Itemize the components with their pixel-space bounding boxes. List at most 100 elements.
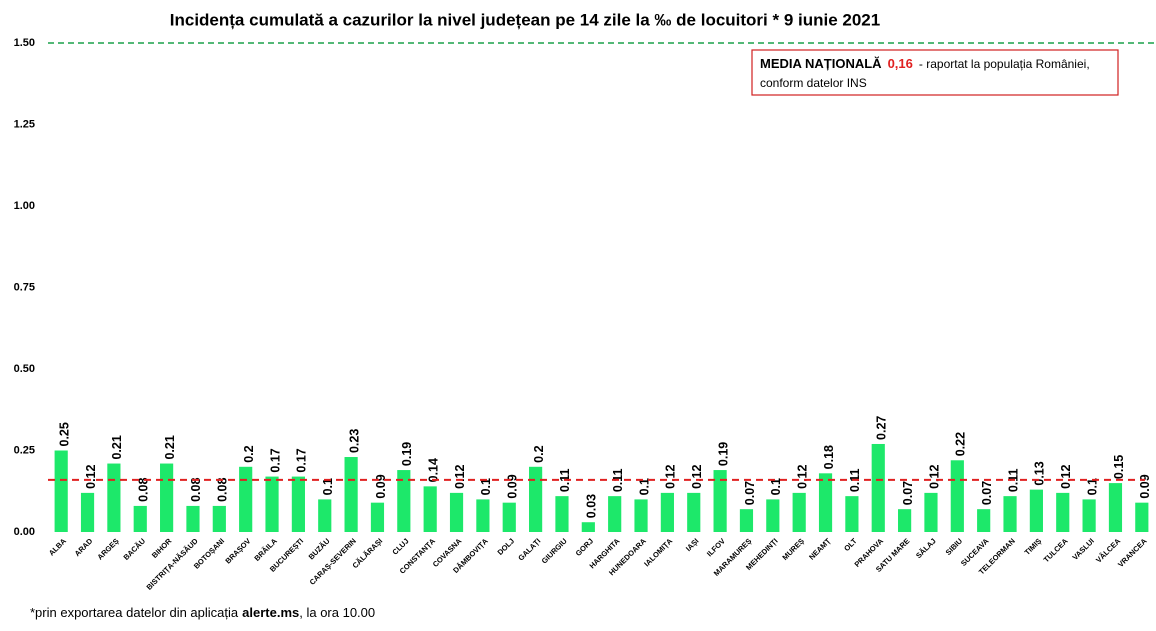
data-label: 0.21	[163, 435, 177, 459]
x-tick-label: DOLJ	[496, 536, 517, 557]
annotation-box	[751, 49, 1119, 96]
x-tick-label: TIMIȘ	[1023, 536, 1044, 557]
data-label: 0.15	[1112, 455, 1126, 479]
x-tick-label: VRANCEA	[1116, 536, 1149, 569]
data-label: 0.23	[347, 429, 361, 453]
bar	[687, 492, 701, 532]
x-tick-label: CARAȘ-SEVERIN	[308, 536, 358, 586]
bar	[133, 505, 147, 532]
data-label: 0.07	[743, 481, 757, 505]
bar	[1029, 489, 1043, 532]
data-label: 0.08	[189, 478, 203, 502]
bar	[818, 473, 833, 532]
bar	[766, 499, 780, 532]
data-label: 0.12	[690, 465, 704, 489]
y-tick-label: 0.00	[14, 526, 35, 538]
bar	[502, 502, 516, 532]
data-label: 0.12	[84, 465, 98, 489]
x-tick-label: SĂLAJ	[914, 536, 938, 560]
x-tick-label: IALOMIȚA	[642, 536, 674, 568]
bar	[186, 505, 200, 532]
bar	[318, 499, 332, 532]
x-tick-label: TULCEA	[1042, 536, 1070, 564]
bar	[660, 492, 674, 532]
x-tick-label: IAȘI	[684, 536, 701, 553]
bar	[476, 499, 490, 532]
bar	[239, 466, 253, 532]
bar	[344, 457, 358, 532]
data-label: 0.1	[637, 478, 651, 495]
bar	[107, 463, 121, 532]
bar	[581, 522, 595, 532]
x-tick-label: ARAD	[73, 536, 95, 558]
data-label: 0.1	[769, 478, 783, 495]
annotation-heading: MEDIA NAȚIONALĂ	[760, 56, 882, 71]
data-label: 0.21	[110, 435, 124, 459]
bar	[1082, 499, 1096, 532]
bar	[608, 496, 622, 532]
data-label: 0.2	[242, 445, 256, 462]
footnote-text: *prin exportarea datelor din aplicația	[30, 605, 239, 620]
data-label: 0.27	[875, 416, 889, 440]
bar	[370, 502, 385, 532]
bar	[397, 470, 411, 532]
bar	[1003, 496, 1017, 532]
y-tick-label: 0.25	[14, 444, 35, 456]
data-label: 0.18	[822, 445, 836, 469]
x-tick-label: GORJ	[574, 536, 595, 557]
y-tick-label: 0.50	[14, 363, 35, 375]
x-tick-label: ARGEȘ	[95, 536, 120, 561]
data-label: 0.03	[585, 494, 599, 518]
data-label: 0.2	[532, 445, 546, 462]
bar	[739, 509, 754, 532]
bar	[555, 496, 569, 532]
x-tick-label: MUREȘ	[780, 536, 806, 562]
data-label: 0.17	[295, 448, 309, 472]
bar	[924, 492, 938, 532]
x-tick-label: GIURGIU	[540, 536, 569, 565]
data-label: 0.19	[716, 442, 730, 466]
x-tick-label: NEAMȚ	[807, 536, 833, 562]
annotation-text: conform datelor INS	[760, 76, 867, 90]
data-label: 0.12	[453, 465, 467, 489]
x-tick-label: BUZĂU	[307, 536, 332, 561]
y-tick-label: 0.75	[14, 281, 35, 293]
x-tick-label: CLUJ	[390, 536, 410, 556]
bar	[634, 499, 648, 532]
data-label: 0.25	[57, 422, 71, 446]
bar	[713, 470, 727, 532]
bar	[845, 496, 859, 532]
x-tick-label: BACĂU	[122, 536, 148, 562]
data-label: 0.13	[1033, 461, 1047, 485]
data-label: 0.08	[216, 478, 230, 502]
bar	[950, 460, 964, 532]
bar	[792, 492, 806, 532]
y-tick-label: 1.00	[14, 200, 35, 212]
bar	[212, 505, 226, 532]
data-label: 0.12	[664, 465, 678, 489]
bar	[54, 450, 68, 532]
data-label: 0.1	[321, 478, 335, 495]
bar	[1135, 502, 1149, 532]
annotation-text: - raportat la populația României,	[919, 57, 1090, 71]
bar	[529, 466, 543, 532]
bar	[871, 443, 885, 532]
data-label: 0.12	[1059, 465, 1073, 489]
data-label: 0.17	[268, 448, 282, 472]
bar	[265, 476, 279, 532]
annotation-mean: 0,16	[888, 56, 913, 71]
data-label: 0.1	[1085, 478, 1099, 495]
data-label: 0.07	[980, 481, 994, 505]
bar	[291, 476, 305, 532]
y-tick-label: 1.25	[14, 118, 35, 130]
data-label: 0.09	[506, 474, 520, 498]
x-tick-label: BRAȘOV	[223, 536, 252, 565]
data-label: 0.12	[927, 465, 941, 489]
data-label: 0.07	[901, 481, 915, 505]
bar	[160, 463, 174, 532]
x-tick-label: BIHOR	[150, 536, 174, 560]
data-label: 0.09	[374, 474, 388, 498]
bar	[977, 509, 991, 532]
footnote: *prin exportarea datelor din aplicația al…	[30, 605, 375, 620]
